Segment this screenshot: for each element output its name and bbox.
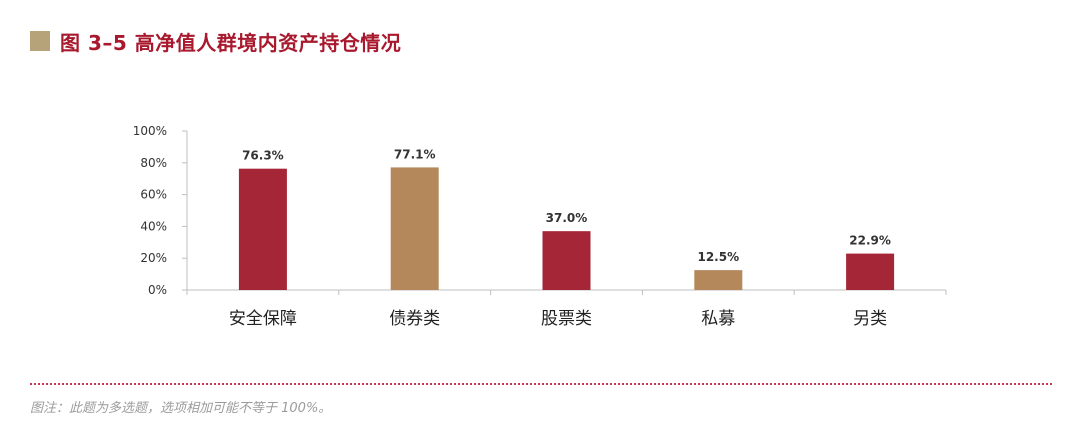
bar — [390, 167, 439, 290]
bar — [694, 270, 743, 290]
y-tick-label: 100% — [133, 124, 167, 138]
footer-divider — [30, 383, 1052, 385]
x-tick-label: 私募 — [701, 309, 735, 329]
y-tick-label: 0% — [148, 283, 167, 297]
data-label: 22.9% — [849, 234, 891, 248]
figure-header: 图 3–5 高净值人群境内资产持仓情况 — [30, 28, 402, 55]
data-label: 37.0% — [546, 211, 588, 225]
bar — [238, 168, 287, 290]
x-tick-label: 债券类 — [389, 309, 440, 329]
y-tick-label: 20% — [140, 251, 167, 265]
data-label: 76.3% — [242, 149, 284, 163]
bar — [542, 231, 591, 290]
data-label: 77.1% — [394, 147, 436, 161]
bar — [846, 253, 895, 290]
chart-title: 图 3–5 高净值人群境内资产持仓情况 — [60, 30, 402, 55]
x-tick-label: 安全保障 — [229, 309, 297, 329]
x-tick-label: 股票类 — [541, 309, 592, 329]
x-tick-label: 另类 — [853, 309, 887, 329]
data-label: 12.5% — [697, 250, 739, 264]
figure-note: 图注：此题为多选题，选项相加可能不等于 100%。 — [30, 401, 332, 416]
y-tick-label: 40% — [140, 219, 167, 233]
y-tick-label: 80% — [140, 156, 167, 170]
bar-chart: 0% 20% 40% 60% 80% 100% 76.3% 安全保障 77.1% 债券类 37.0%… — [133, 124, 947, 329]
title-marker — [30, 31, 50, 51]
y-tick-label: 60% — [140, 188, 167, 202]
